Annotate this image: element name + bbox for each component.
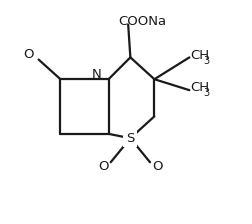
Text: COONa: COONa bbox=[118, 15, 166, 28]
Text: O: O bbox=[23, 48, 34, 61]
Text: CH: CH bbox=[191, 82, 210, 95]
Text: O: O bbox=[98, 160, 108, 173]
Text: N: N bbox=[92, 68, 101, 81]
Text: 3: 3 bbox=[204, 88, 210, 98]
Text: CH: CH bbox=[191, 49, 210, 62]
Text: 3: 3 bbox=[204, 56, 210, 66]
Text: O: O bbox=[152, 160, 163, 173]
Text: S: S bbox=[126, 132, 135, 145]
